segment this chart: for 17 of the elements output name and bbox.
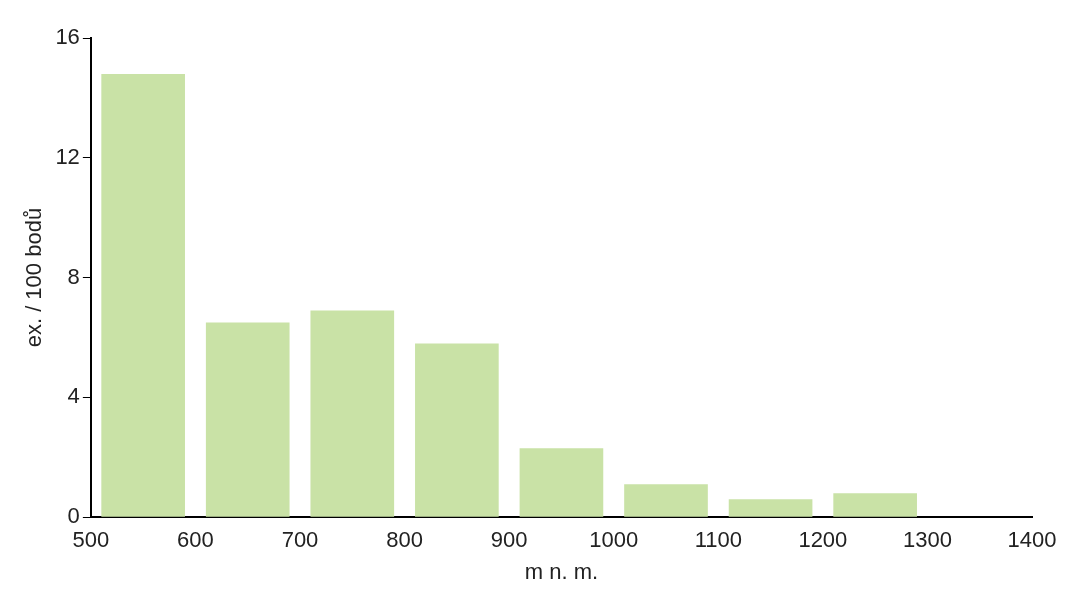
y-axis-title: ex. / 100 bodů xyxy=(21,207,47,348)
x-tick-label: 1200 xyxy=(798,527,848,553)
x-tick-label: 1000 xyxy=(589,527,639,553)
y-tick-label: 0 xyxy=(67,503,80,529)
x-tick-label: 500 xyxy=(72,527,110,553)
x-tick-label: 1300 xyxy=(902,527,952,553)
x-tick-label: 1400 xyxy=(1007,527,1057,553)
y-tick-label: 4 xyxy=(67,383,80,409)
x-axis-title: m n. m. xyxy=(524,558,599,584)
x-tick-label: 600 xyxy=(177,527,214,553)
y-tick-label: 12 xyxy=(55,143,80,169)
x-tick-label: 1100 xyxy=(694,527,742,553)
x-tick-label: 700 xyxy=(281,527,319,553)
y-tick-label: 16 xyxy=(55,24,80,50)
x-tick-label: 900 xyxy=(490,527,528,553)
x-tick-label: 800 xyxy=(386,527,423,553)
y-tick-label: 8 xyxy=(67,263,80,289)
